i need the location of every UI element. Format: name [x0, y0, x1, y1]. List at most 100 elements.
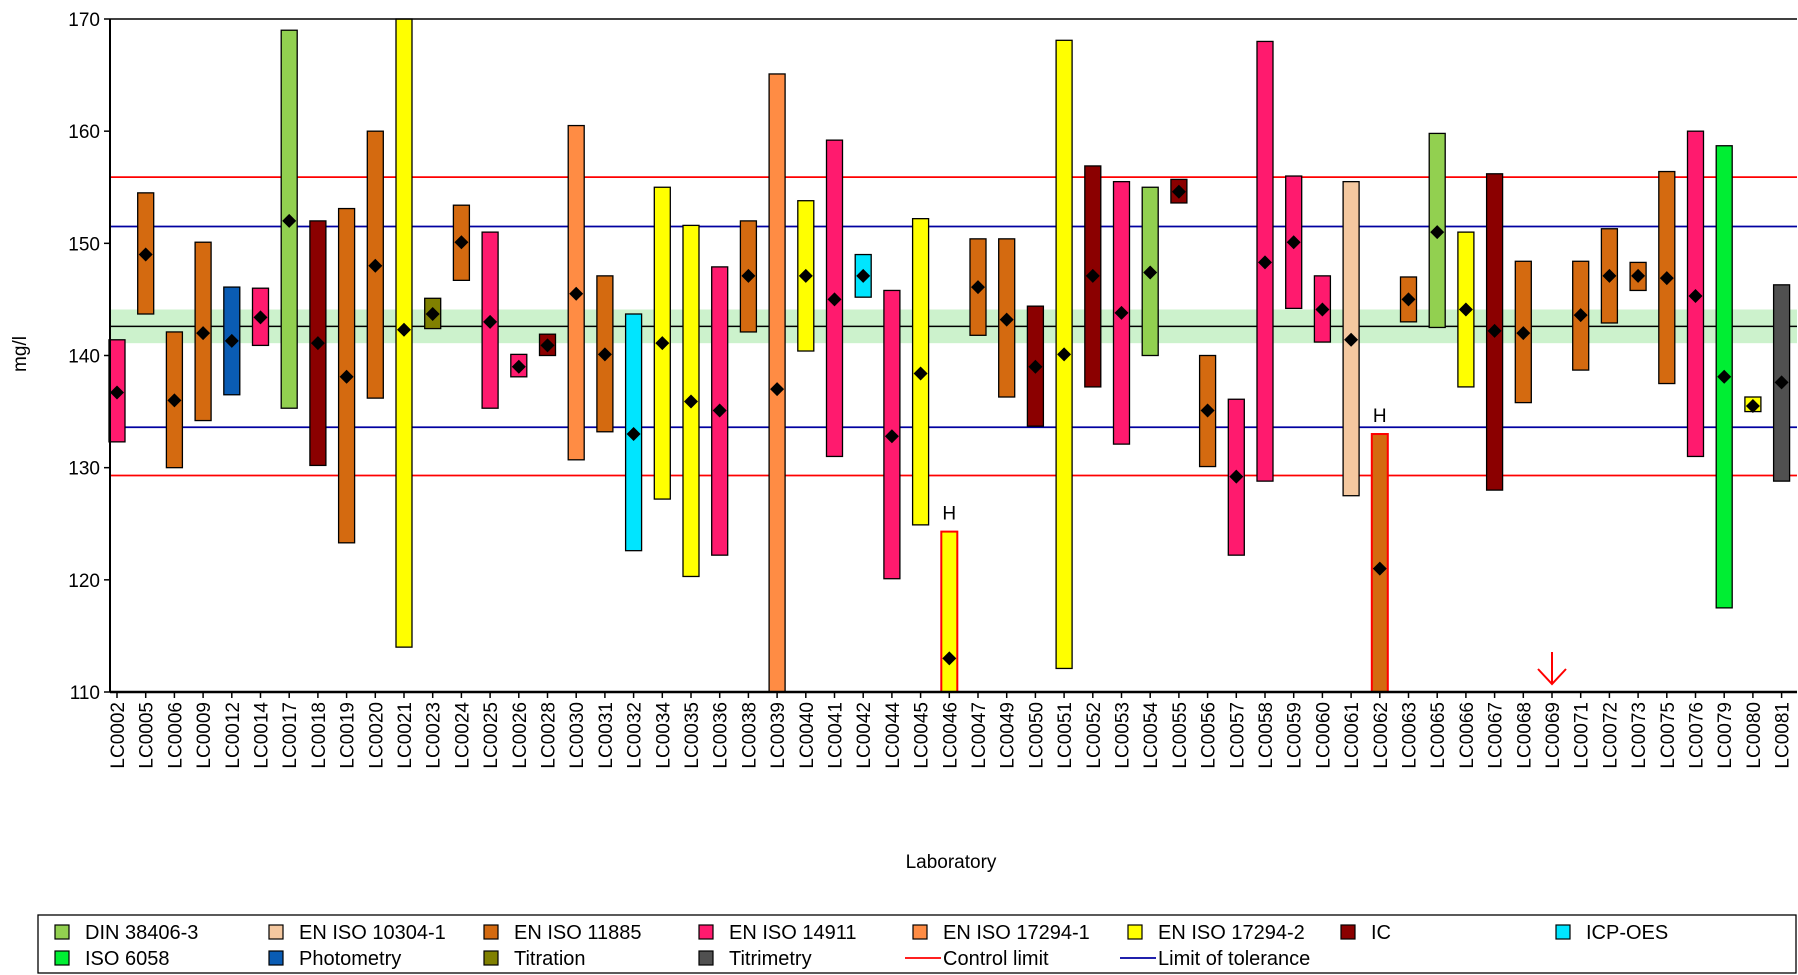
y-tick-label: 140: [68, 347, 100, 368]
y-tick-label: 150: [68, 234, 100, 255]
x-tick-label-LC0055: LC0055: [1170, 702, 1191, 769]
value-marker-LC0017: [282, 213, 297, 228]
x-tick-label-LC0071: LC0071: [1572, 702, 1593, 769]
x-tick-label-LC0025: LC0025: [481, 702, 502, 769]
legend-swatch: [1555, 924, 1571, 940]
x-tick-label-LC0009: LC0009: [194, 702, 215, 769]
y-tick-label: 170: [68, 10, 100, 31]
legend-swatch: [698, 924, 714, 940]
x-tick-label-LC0051: LC0051: [1055, 702, 1076, 769]
x-tick-label-LC0062: LC0062: [1371, 702, 1392, 769]
x-tick-label-LC0012: LC0012: [223, 702, 244, 769]
value-marker-LC0053: [1114, 305, 1129, 320]
reference-layer: [110, 176, 1797, 477]
value-marker-LC0002: [110, 385, 124, 400]
x-tick-label-LC0057: LC0057: [1227, 702, 1248, 769]
value-marker-LC0034: [655, 336, 670, 351]
flag-label-LC0046: H: [942, 504, 956, 525]
y-tick-label: 160: [68, 122, 100, 143]
legend-swatch: [268, 950, 284, 966]
legend-swatch: [1340, 924, 1356, 940]
legend-label: Limit of tolerance: [1158, 948, 1310, 970]
value-marker-LC0009: [196, 326, 211, 341]
legend-label: Titrimetry: [729, 948, 812, 970]
value-marker-LC0079: [1717, 369, 1732, 384]
x-tick-label-LC0081: LC0081: [1773, 702, 1794, 769]
below-range-arrow-LC0069: [1537, 652, 1567, 686]
x-tick-label-LC0049: LC0049: [998, 702, 1019, 769]
y-tick-label: 130: [68, 459, 100, 480]
value-marker-LC0066: [1458, 302, 1473, 317]
x-tick-label-LC0031: LC0031: [596, 702, 617, 769]
x-tick-label-LC0006: LC0006: [165, 702, 186, 769]
value-marker-LC0041: [827, 292, 842, 307]
legend-swatch: [54, 924, 70, 940]
x-tick-label-LC0005: LC0005: [137, 702, 158, 769]
legend-label: ICP-OES: [1586, 922, 1668, 944]
value-marker-LC0028: [540, 338, 555, 353]
x-tick-label-LC0050: LC0050: [1026, 702, 1047, 769]
x-tick-label-LC0042: LC0042: [854, 702, 875, 769]
legend-label: EN ISO 14911: [729, 922, 856, 944]
legend-swatch: [268, 924, 284, 940]
legend-label: DIN 38406-3: [85, 922, 198, 944]
value-marker-LC0006: [167, 393, 182, 408]
value-marker-LC0054: [1143, 265, 1158, 280]
legend-swatch: [698, 950, 714, 966]
x-tick-label-LC0080: LC0080: [1744, 702, 1765, 769]
value-marker-LC0075: [1659, 271, 1674, 286]
value-marker-LC0030: [569, 286, 584, 301]
legend-label: Titration: [514, 948, 586, 970]
legend-label: EN ISO 11885: [514, 922, 641, 944]
range-bar-LC0046: [940, 530, 959, 694]
value-marker-LC0019: [339, 369, 354, 384]
value-marker-LC0071: [1573, 308, 1588, 323]
x-tick-label-LC0053: LC0053: [1113, 702, 1134, 769]
x-tick-label-LC0067: LC0067: [1486, 702, 1507, 769]
x-tick-label-LC0034: LC0034: [653, 702, 674, 769]
x-tick-label-LC0028: LC0028: [539, 702, 560, 769]
x-tick-label-LC0073: LC0073: [1629, 702, 1650, 769]
x-tick-label-LC0058: LC0058: [1256, 702, 1277, 769]
value-marker-LC0035: [684, 394, 698, 409]
x-tick-label-LC0040: LC0040: [797, 702, 818, 769]
value-marker-LC0036: [712, 403, 727, 418]
value-marker-LC0065: [1430, 225, 1445, 240]
x-tick-label-LC0063: LC0063: [1400, 702, 1421, 769]
x-tick-label-LC0030: LC0030: [567, 702, 588, 769]
x-tick-label-LC0020: LC0020: [366, 702, 387, 769]
value-marker-LC0056: [1200, 403, 1215, 418]
value-marker-LC0055: [1171, 184, 1186, 199]
x-tick-label-LC0024: LC0024: [452, 702, 473, 769]
value-marker-LC0067: [1487, 323, 1502, 338]
value-marker-LC0040: [798, 268, 813, 283]
value-marker-LC0025: [483, 314, 498, 329]
value-marker-LC0042: [856, 268, 871, 283]
x-tick-label-LC0023: LC0023: [424, 702, 445, 769]
value-marker-LC0026: [511, 359, 526, 374]
x-tick-label-LC0066: LC0066: [1457, 702, 1478, 769]
x-tick-label-LC0046: LC0046: [940, 702, 961, 769]
value-marker-LC0018: [310, 336, 325, 351]
x-tick-label-LC0036: LC0036: [711, 702, 732, 769]
x-tick-label-LC0075: LC0075: [1658, 702, 1679, 769]
value-marker-LC0050: [1028, 359, 1043, 374]
legend-swatch: [912, 924, 928, 940]
x-tick-label-LC0056: LC0056: [1199, 702, 1220, 769]
value-marker-LC0044: [884, 429, 899, 444]
value-marker-LC0059: [1286, 235, 1301, 250]
x-tick-label-LC0035: LC0035: [682, 702, 703, 769]
x-tick-label-LC0065: LC0065: [1428, 702, 1449, 769]
value-marker-LC0020: [368, 258, 383, 273]
x-tick-label-LC0060: LC0060: [1313, 702, 1334, 769]
x-tick-label-LC0054: LC0054: [1141, 702, 1162, 769]
legend-label: ISO 6058: [85, 948, 170, 970]
legend-swatch: [1127, 924, 1143, 940]
value-marker-LC0023: [425, 306, 440, 321]
x-tick-label-LC0021: LC0021: [395, 702, 416, 769]
legend: DIN 38406-3 EN ISO 10304-1 EN ISO 11885 EN …: [37, 914, 1797, 974]
x-tick-label-LC0045: LC0045: [912, 702, 933, 769]
x-tick-label-LC0039: LC0039: [768, 702, 789, 769]
x-tick-label-LC0041: LC0041: [826, 702, 847, 769]
